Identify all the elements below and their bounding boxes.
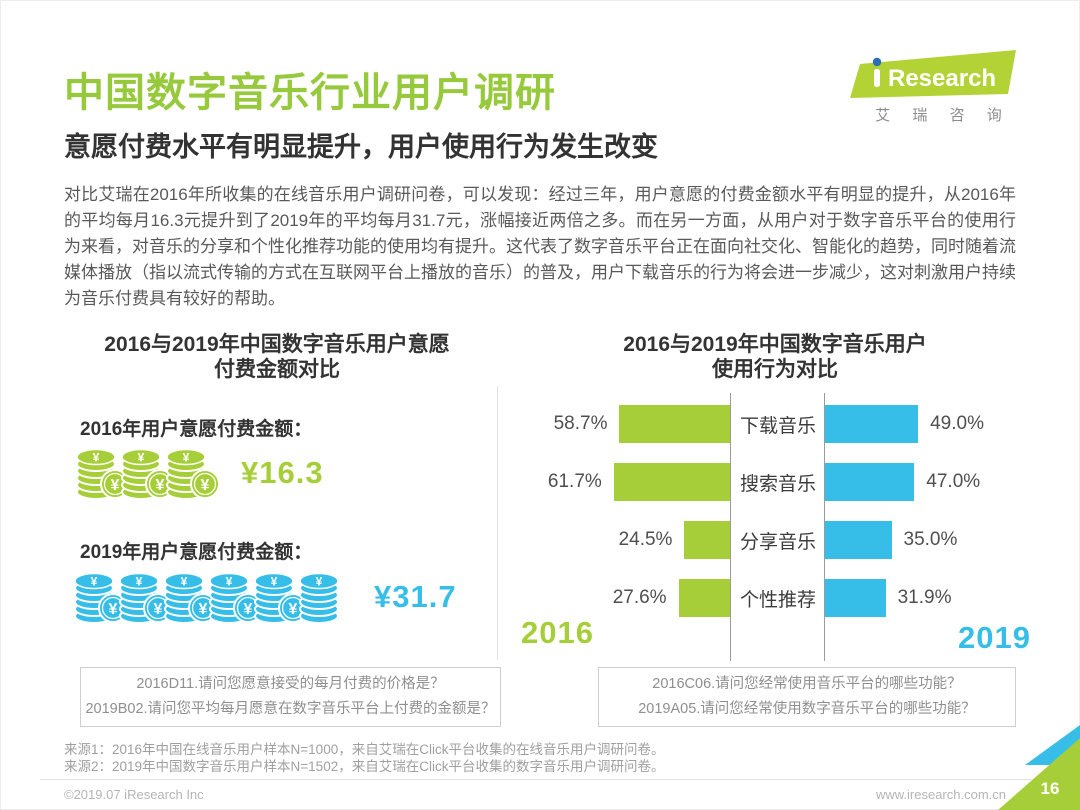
value-2019: 49.0% — [930, 413, 984, 434]
source-line2: 来源2：2019年中国数字音乐用户样本N=1502，来自艾瑞在Click平台收集… — [64, 759, 665, 774]
category-label: 个性推荐 — [739, 589, 816, 611]
series-2016-label: 2016 — [521, 615, 594, 650]
right-chart-title-line2: 使用行为对比 — [712, 358, 838, 381]
page-subtitle: 意愿付费水平有明显提升，用户使用行为发生改变 — [64, 132, 658, 162]
left-chart-title: 2016与2019年中国数字音乐用户意愿 付费金额对比 — [64, 332, 490, 382]
svg-text:¥: ¥ — [226, 575, 233, 589]
right-chart-title: 2016与2019年中国数字音乐用户 使用行为对比 — [540, 332, 1010, 382]
svg-text:¥: ¥ — [183, 451, 190, 465]
series-2019-label: 2019 — [958, 620, 1031, 655]
bar-2016 — [619, 405, 731, 443]
svg-text:¥: ¥ — [201, 477, 210, 494]
chart-row: 27.6% 个性推荐 31.9% — [520, 569, 1016, 627]
coin-stack-icon: ¥¥ — [76, 448, 130, 500]
bar-2019 — [825, 405, 919, 443]
source-line1: 来源1：2016年中国在线音乐用户样本N=1000，来自艾瑞在Click平台收集… — [64, 742, 665, 757]
bar-2016 — [678, 579, 731, 617]
svg-text:¥: ¥ — [271, 575, 278, 589]
category-label: 下载音乐 — [739, 415, 816, 437]
left-chart-title-line2: 付费金额对比 — [214, 358, 340, 381]
svg-text:¥: ¥ — [93, 451, 100, 465]
value-2016: 61.7% — [547, 471, 602, 492]
svg-text:¥: ¥ — [199, 601, 208, 618]
left-question-line1: 2016D11.请问您愿意接受的每月付费的价格是？ — [136, 676, 445, 692]
svg-text:¥: ¥ — [138, 451, 145, 465]
svg-text:¥: ¥ — [111, 477, 120, 494]
value-2019: 31.9% — [897, 587, 952, 608]
source-notes: 来源1：2016年中国在线音乐用户样本N=1000，来自艾瑞在Click平台收集… — [64, 741, 664, 775]
svg-text:¥: ¥ — [316, 575, 323, 589]
left-question-line2: 2019B02.请问您平均每月愿意在数字音乐平台上付费的金额是？ — [85, 701, 496, 717]
section-divider — [497, 386, 498, 660]
coin-stack-icon: ¥¥ — [166, 448, 220, 500]
chart-row: 61.7% 搜索音乐 47.0% — [520, 453, 1016, 511]
logo-i-dot-icon — [872, 57, 882, 67]
chart-row: 58.7% 下载音乐 49.0% — [520, 395, 1016, 453]
svg-text:¥: ¥ — [289, 601, 298, 618]
corner-ribbon-icon: 16 — [998, 725, 1080, 810]
bar-2019 — [825, 521, 892, 559]
bar-2019 — [825, 463, 915, 501]
svg-text:¥: ¥ — [156, 477, 165, 494]
pay-2016-amount: ¥16.3 — [241, 455, 324, 490]
usage-behavior-chart: 58.7% 下载音乐 49.0% 61.7% 搜索音乐 47.0% 24.5% 分享音乐 35.… — [520, 393, 1016, 661]
pay-2019-amount: ¥31.7 — [374, 579, 457, 614]
coin-stack-icon: ¥¥ — [121, 448, 175, 500]
logo-i-stem-icon — [874, 69, 880, 87]
logo-brand-text: Research — [888, 65, 996, 92]
page-number: 16 — [1041, 779, 1060, 798]
footer-website: www.iresearch.com.cn — [875, 787, 1006, 802]
svg-text:¥: ¥ — [244, 601, 253, 618]
pay-2016-label: 2016年用户意愿付费金额： — [80, 419, 313, 440]
right-question-box: 2016C06.请问您经常使用音乐平台的哪些功能？ 2019A05.请问您经常使… — [598, 667, 1016, 727]
right-chart-title-line1: 2016与2019年中国数字音乐用户 — [623, 333, 927, 356]
iresearch-logo-icon: Research — [850, 50, 1016, 98]
bar-2019 — [825, 579, 886, 617]
svg-text:¥: ¥ — [154, 601, 163, 618]
category-label: 搜索音乐 — [739, 473, 816, 495]
logo-subtext: 艾 瑞 咨 询 — [875, 107, 1011, 124]
svg-text:¥: ¥ — [181, 575, 188, 589]
footer-divider — [40, 779, 1040, 780]
svg-text:¥: ¥ — [136, 575, 143, 589]
pay-2019-label: 2019年用户意愿付费金额： — [80, 542, 313, 563]
right-question-line1: 2016C06.请问您经常使用音乐平台的哪些功能？ — [652, 676, 962, 692]
value-2016: 24.5% — [618, 529, 673, 550]
bar-2016 — [684, 521, 731, 559]
coin-stacks-2016: ¥ ¥ ¥ ¥ ¥ ¥ ¥16.3 — [76, 446, 324, 500]
value-2016: 27.6% — [612, 587, 667, 608]
footer-copyright: ©2019.07 iResearch Inc — [64, 787, 204, 802]
value-2019: 47.0% — [926, 471, 981, 492]
value-2016: 58.7% — [553, 413, 608, 434]
right-axis-line — [824, 393, 825, 661]
body-paragraph: 对比艾瑞在2016年所收集的在线音乐用户调研问卷，可以发现：经过三年，用户意愿的… — [64, 185, 1016, 308]
coin-stacks-2019: ¥ ¥ ¥ ¥ ¥ ¥ ¥ ¥ ¥ ¥ ¥ ¥31.7 — [74, 570, 457, 624]
right-question-line2: 2019A05.请问您经常使用数字音乐平台的哪些功能？ — [638, 701, 976, 717]
coin-stack-icon: ¥ — [299, 572, 339, 624]
svg-text:¥: ¥ — [91, 575, 98, 589]
bar-2016 — [613, 463, 731, 501]
left-axis-line — [730, 393, 731, 661]
chart-row: 24.5% 分享音乐 35.0% — [520, 511, 1016, 569]
left-chart-title-line1: 2016与2019年中国数字音乐用户意愿 — [104, 333, 450, 356]
coin-stack-icon: ¥¥ — [254, 572, 308, 624]
svg-text:¥: ¥ — [109, 601, 118, 618]
left-question-box: 2016D11.请问您愿意接受的每月付费的价格是？ 2019B02.请问您平均每… — [80, 667, 501, 727]
value-2019: 35.0% — [903, 529, 958, 550]
coin-stack-icon: ¥¥ — [209, 572, 263, 624]
category-label: 分享音乐 — [739, 531, 816, 553]
page-title: 中国数字音乐行业用户调研 — [64, 71, 556, 115]
iresearch-logo: Research 艾 瑞 咨 询 — [850, 50, 1022, 125]
